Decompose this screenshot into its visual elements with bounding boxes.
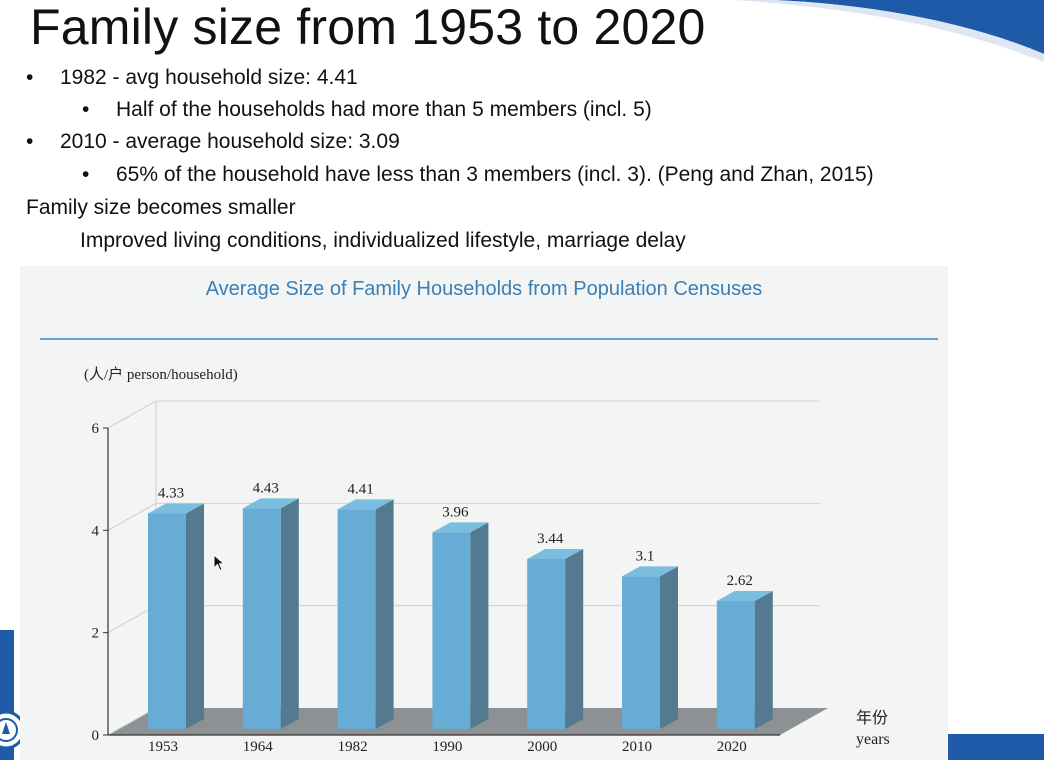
gridline-side — [107, 400, 157, 429]
x-tick-label: 1953 — [148, 739, 178, 755]
university-emblem-icon — [0, 710, 26, 750]
bar-top — [716, 590, 773, 601]
bullet-glyph: • — [82, 163, 90, 186]
x-tick-label: 2000 — [527, 739, 557, 755]
bullet-text: 2010 - average household size: 3.09 — [60, 130, 400, 153]
bullet-item: • 2010 - average household size: 3.09 — [26, 126, 400, 159]
mouse-pointer-icon — [213, 554, 225, 572]
bullet-item: • 1982 - avg household size: 4.41 — [26, 62, 358, 95]
bar-side — [375, 499, 394, 729]
bar-side — [754, 590, 773, 729]
data-label: 4.43 — [253, 480, 279, 496]
bullet-text: Half of the households had more than 5 m… — [116, 98, 652, 121]
x-tick-label: 2020 — [717, 739, 747, 755]
bar-top — [622, 566, 678, 577]
corner-swoosh-decoration — [734, 0, 1044, 62]
data-label: 2.62 — [727, 573, 753, 589]
bar-top — [527, 548, 584, 559]
sub-bullet-item: • 65% of the household have less than 3 m… — [82, 159, 874, 192]
bullet-glyph: • — [26, 130, 34, 153]
note-text: Family size becomes smaller — [26, 196, 296, 219]
y-tick-label: 4 — [92, 523, 100, 539]
bar — [622, 576, 660, 729]
bullet-glyph: • — [82, 98, 90, 121]
note-detail-text: Improved living conditions, individualiz… — [80, 229, 686, 252]
chart-title: Average Size of Family Households from P… — [205, 278, 763, 300]
bar — [337, 509, 376, 729]
y-tick-label: 6 — [92, 421, 100, 437]
slide-title: Family size from 1953 to 2020 — [30, 0, 706, 55]
bar-side — [470, 522, 489, 729]
y-tick-label: 0 — [92, 728, 100, 744]
bar-top — [432, 522, 489, 533]
bullet-glyph: • — [26, 66, 34, 89]
bar-top — [337, 499, 394, 510]
bar-side — [280, 498, 299, 729]
bar — [242, 508, 281, 729]
bar — [527, 558, 566, 729]
x-tick-label: 2010 — [622, 739, 652, 755]
bar-side — [565, 548, 584, 729]
data-label: 4.41 — [347, 481, 373, 497]
data-label: 3.44 — [537, 531, 564, 547]
y-tick-label: 2 — [92, 626, 100, 642]
bar — [716, 600, 755, 729]
bar-side — [186, 503, 204, 729]
x-tick-label: 1964 — [243, 739, 274, 755]
x-axis-label-cn: 年份 — [856, 709, 888, 727]
bar-top — [148, 503, 204, 514]
gridline-side — [107, 502, 157, 531]
bar-chart: (人/户 person/household) 年份 years 0 2 4 6 4.33… — [84, 366, 890, 755]
chart-panel: Average Size of Family Households from P… — [20, 266, 948, 760]
chart-title-rule — [40, 338, 938, 340]
y-axis-label: (人/户 person/household) — [84, 366, 238, 383]
data-label: 3.96 — [442, 504, 469, 520]
bullet-text: 1982 - avg household size: 4.41 — [60, 66, 358, 89]
bar — [432, 532, 471, 729]
sub-bullet-item: • Half of the households had more than 5 … — [82, 94, 652, 127]
x-axis-label: years — [856, 731, 890, 748]
data-label: 3.1 — [636, 548, 655, 564]
x-tick-label: 1990 — [432, 739, 462, 755]
bar-side — [660, 566, 678, 729]
data-label: 4.33 — [158, 485, 184, 501]
bar-top — [242, 498, 299, 509]
bar — [148, 513, 186, 729]
bullet-text: 65% of the household have less than 3 me… — [116, 163, 874, 186]
bottom-right-bar — [934, 734, 1044, 760]
x-tick-label: 1982 — [338, 739, 368, 755]
